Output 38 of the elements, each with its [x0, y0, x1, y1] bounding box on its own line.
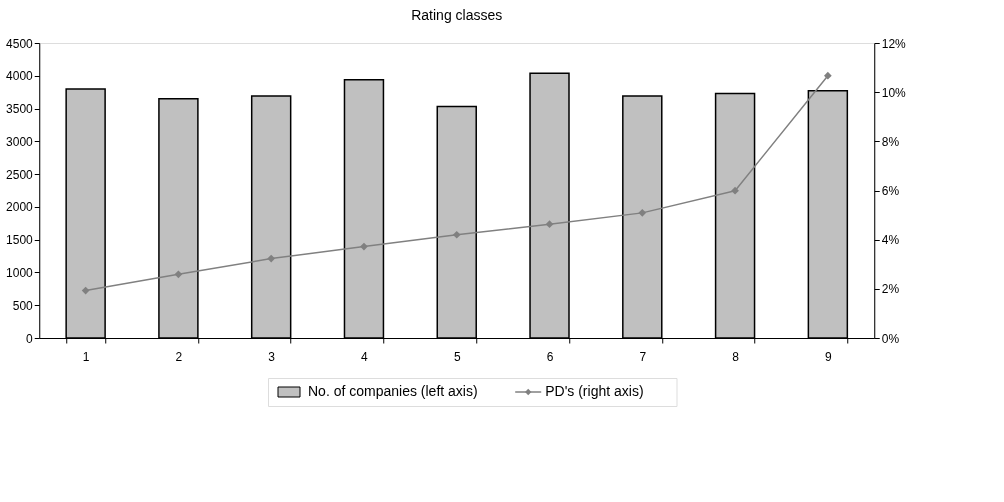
- x-tick-label: 9: [825, 349, 833, 364]
- legend-label: PD's (right axis): [545, 383, 644, 399]
- x-tick-label: 1: [82, 349, 90, 364]
- y2-tick-label: 4%: [881, 233, 900, 248]
- x-tick-label: 4: [361, 349, 369, 364]
- y-tick-label: 4500: [6, 36, 34, 51]
- point: [731, 186, 739, 195]
- y2-tick-label: 8%: [881, 134, 900, 149]
- x-tick-label: 2: [175, 349, 183, 364]
- x-tick-label: 5: [453, 349, 461, 364]
- point: [267, 254, 276, 263]
- point: [452, 230, 461, 239]
- point: [823, 71, 832, 80]
- y-tick-label: 500: [12, 298, 34, 313]
- y-tick-label: 3000: [6, 134, 34, 149]
- x-tick-label: 6: [546, 349, 554, 364]
- y-tick-label: 3500: [6, 102, 34, 117]
- y-tick-label: 1500: [6, 233, 34, 248]
- y-tick-label: 2500: [6, 167, 34, 182]
- x-tick-label: 3: [268, 349, 276, 364]
- y-tick-label: 4000: [6, 69, 34, 84]
- chart-title: Rating classes: [411, 7, 503, 23]
- y-tick-label: 2000: [6, 200, 34, 215]
- y2-tick-label: 10%: [881, 85, 907, 100]
- y-tick-label: 1000: [6, 265, 34, 280]
- point: [545, 220, 554, 229]
- y2-tick-label: 0%: [881, 331, 900, 346]
- point: [81, 286, 90, 295]
- y2-tick-label: 2%: [881, 282, 900, 297]
- legend-label: No. of companies (left axis): [308, 383, 478, 399]
- point: [638, 209, 647, 217]
- x-tick-label: 8: [732, 349, 740, 364]
- y-tick-label: 0: [26, 331, 34, 346]
- y2-tick-label: 12%: [881, 36, 907, 51]
- point: [174, 270, 183, 279]
- x-tick-label: 7: [639, 349, 647, 364]
- y2-tick-label: 6%: [881, 184, 900, 198]
- point: [360, 242, 368, 251]
